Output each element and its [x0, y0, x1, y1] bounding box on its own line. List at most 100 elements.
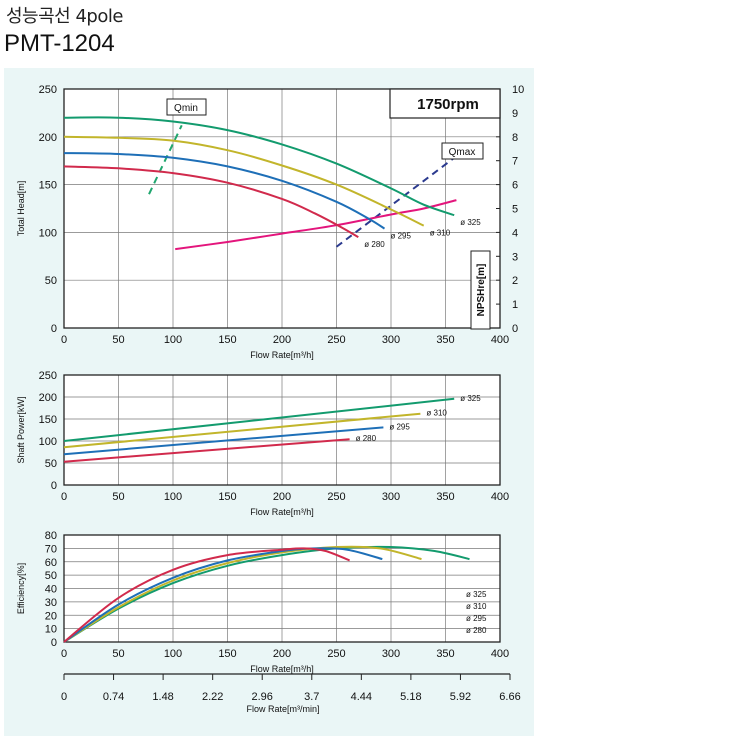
head-x-tick-label: 0 [61, 334, 67, 346]
flow-min-tick-label: 4.44 [351, 691, 372, 703]
efficiency-legend-label: ø 295 [466, 614, 487, 623]
efficiency-legend-label: ø 325 [466, 590, 487, 599]
efficiency-y-tick-label: 10 [45, 624, 57, 636]
efficiency-x-tick-label: 200 [273, 648, 291, 660]
flow-min-tick-label: 0 [61, 691, 67, 703]
efficiency-y-axis-label: Efficiency[%] [16, 563, 26, 614]
head-series-label: ø 295 [390, 232, 411, 241]
head-series-label: ø 310 [430, 229, 451, 238]
power-series-line-310 [63, 412, 421, 449]
efficiency-y-tick-label: 40 [45, 584, 57, 596]
efficiency-y-tick-label: 50 [45, 570, 57, 582]
speed-box [389, 88, 501, 119]
npsh-y-tick-label: 0 [512, 323, 518, 335]
efficiency-y-tick-label: 60 [45, 557, 57, 569]
power-y-axis-label: Shaft Power[kW] [16, 396, 26, 463]
power-x-axis-label: Flow Rate[m³/h] [250, 507, 314, 517]
efficiency-x-tick-label: 150 [218, 648, 236, 660]
power-series-label: ø 310 [426, 409, 447, 418]
head-x-tick-label: 200 [273, 334, 291, 346]
head-series-line-310 [63, 135, 425, 227]
power-series-line-295 [63, 426, 384, 456]
power-series-line-325 [63, 397, 455, 442]
flow-min-tick-label: 3.7 [304, 691, 319, 703]
flow-min-axis-label: Flow Rate[m³/min] [246, 704, 319, 714]
power-frame [63, 374, 501, 486]
power-y-tick-label: 150 [39, 414, 57, 426]
efficiency-y-tick-label: 70 [45, 543, 57, 555]
head-series-line-280 [63, 165, 359, 239]
power-series-label: ø 295 [389, 422, 410, 431]
power-y-tick-label: 0 [51, 480, 57, 492]
power-y-tick-label: 100 [39, 436, 57, 448]
efficiency-x-tick-label: 400 [491, 648, 509, 660]
npsh-y-tick-label: 9 [512, 108, 518, 120]
efficiency-x-tick-label: 350 [436, 648, 454, 660]
npsh-y-tick-label: 3 [512, 251, 518, 263]
efficiency-legend-label: ø 310 [466, 602, 487, 611]
npsh-y-tick-label: 10 [512, 84, 524, 96]
npsh-axis-label: NPSHre[m] [476, 264, 487, 317]
flow-min-tick-label: 6.66 [499, 691, 520, 703]
npsh-y-tick-label: 2 [512, 275, 518, 287]
qmax-label-box [441, 142, 484, 160]
qmax-line [335, 157, 455, 248]
npsh-y-tick-label: 8 [512, 132, 518, 144]
head-series-label: ø 280 [364, 240, 385, 249]
power-x-tick-label: 250 [327, 491, 345, 503]
qmax-label: Qmax [449, 147, 476, 158]
efficiency-x-axis-label: Flow Rate[m³/h] [250, 664, 314, 674]
chart-title-korean: 성능곡선 4pole [6, 6, 123, 27]
efficiency-y-tick-label: 0 [51, 637, 57, 649]
qmin-line [148, 124, 183, 195]
efficiency-series-line-325 [63, 545, 470, 643]
head-x-tick-label: 400 [491, 334, 509, 346]
npsh-y-tick-label: 5 [512, 204, 518, 216]
efficiency-series-line-280 [63, 547, 350, 643]
npsh-label-box [470, 250, 491, 330]
power-x-tick-label: 150 [218, 491, 236, 503]
flow-min-tick-label: 2.22 [202, 691, 223, 703]
head-y-tick-label: 50 [45, 275, 57, 287]
head-y-tick-label: 100 [39, 227, 57, 239]
head-x-tick-label: 50 [112, 334, 124, 346]
flow-min-tick-label: 5.18 [400, 691, 421, 703]
head-series-line-295 [63, 152, 386, 230]
qmin-label: Qmin [174, 103, 198, 114]
power-x-tick-label: 0 [61, 491, 67, 503]
power-y-tick-label: 250 [39, 370, 57, 382]
efficiency-y-tick-label: 30 [45, 597, 57, 609]
efficiency-x-tick-label: 300 [382, 648, 400, 660]
flow-min-tick-label: 5.92 [450, 691, 471, 703]
efficiency-y-tick-label: 80 [45, 530, 57, 542]
power-x-tick-label: 400 [491, 491, 509, 503]
efficiency-series-line-295 [63, 547, 383, 643]
power-y-tick-label: 50 [45, 458, 57, 470]
efficiency-y-tick-label: 20 [45, 610, 57, 622]
power-y-tick-label: 200 [39, 392, 57, 404]
speed-label: 1750rpm [417, 96, 479, 113]
head-x-tick-label: 350 [436, 334, 454, 346]
head-series-line-325 [63, 116, 455, 217]
head-x-tick-label: 300 [382, 334, 400, 346]
npsh-y-tick-label: 4 [512, 227, 518, 239]
power-series-label: ø 325 [460, 394, 481, 403]
efficiency-x-tick-label: 100 [164, 648, 182, 660]
head-y-tick-label: 250 [39, 84, 57, 96]
npsh-y-tick-label: 7 [512, 156, 518, 168]
npsh-y-tick-label: 6 [512, 180, 518, 192]
head-series-label: ø 325 [460, 218, 481, 227]
model-title: PMT-1204 [4, 30, 115, 57]
power-series-label: ø 280 [356, 434, 377, 443]
flow-min-tick-label: 1.48 [152, 691, 173, 703]
head-x-axis-label: Flow Rate[m³/h] [250, 350, 314, 360]
power-x-tick-label: 50 [112, 491, 124, 503]
head-y-tick-label: 150 [39, 180, 57, 192]
head-x-tick-label: 100 [164, 334, 182, 346]
npsh-y-tick-label: 1 [512, 299, 518, 311]
flow-min-tick-label: 2.96 [252, 691, 273, 703]
power-x-tick-label: 350 [436, 491, 454, 503]
qmin-label-box [166, 98, 207, 116]
power-x-tick-label: 300 [382, 491, 400, 503]
